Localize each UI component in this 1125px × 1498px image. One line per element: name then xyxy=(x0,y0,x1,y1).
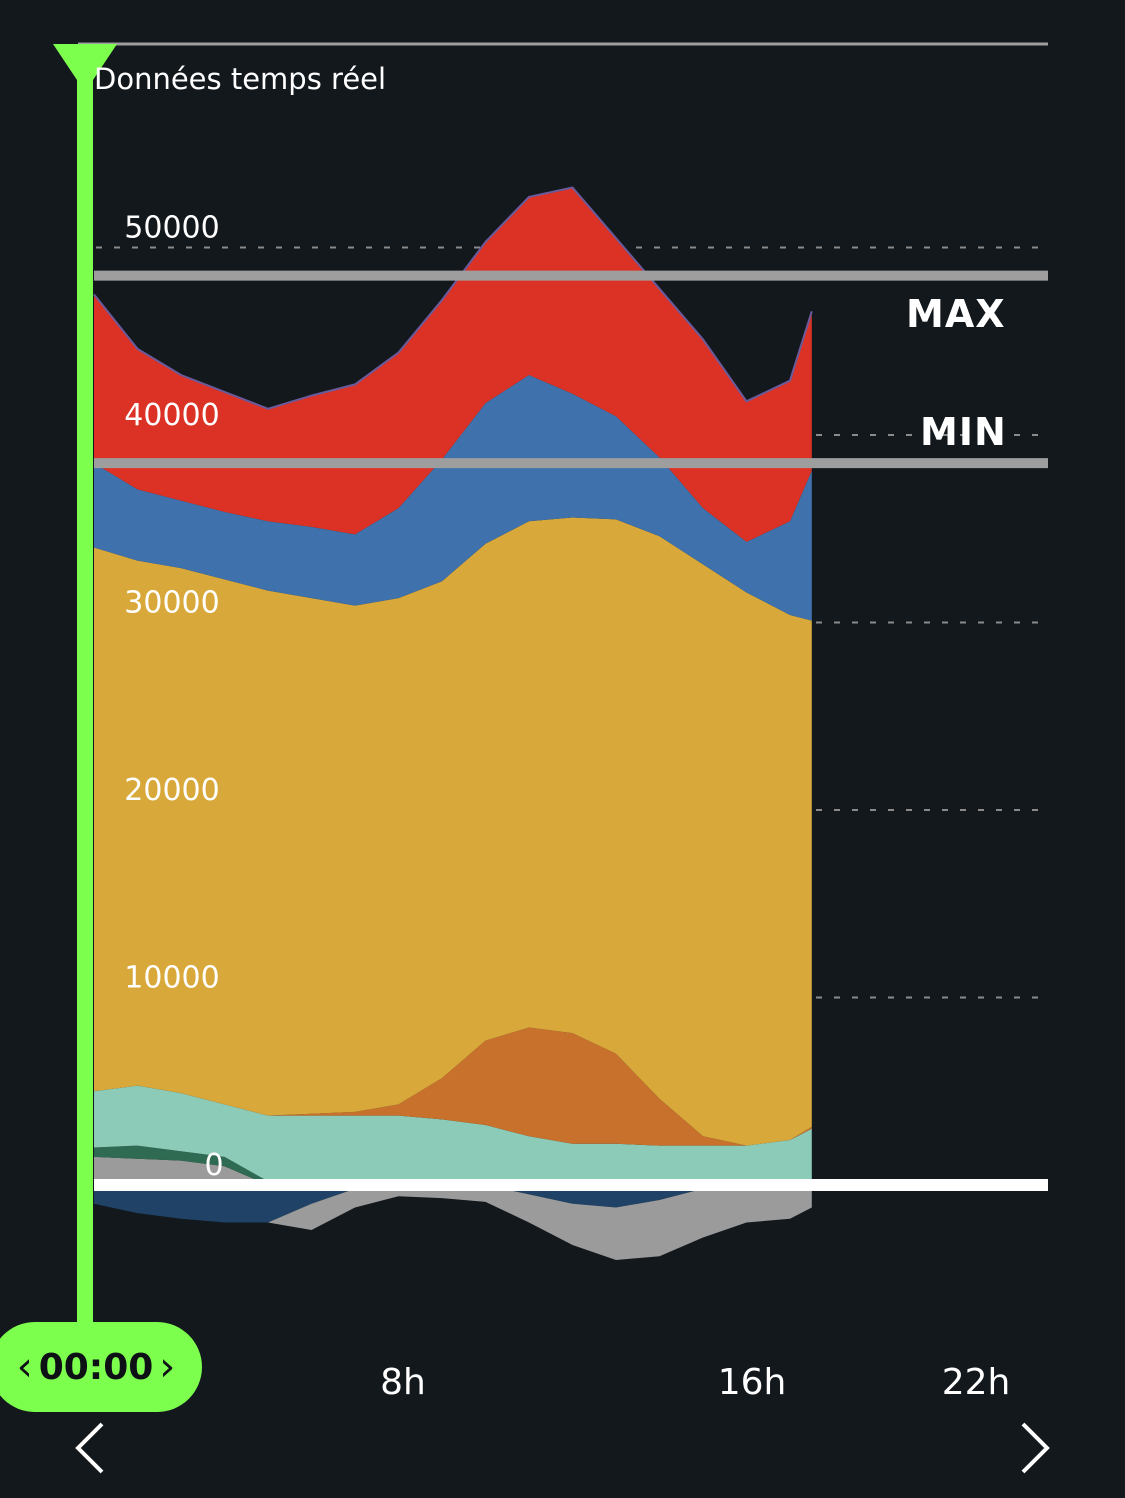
max-label: MAX xyxy=(906,292,1006,336)
chevron-left-icon[interactable] xyxy=(60,1418,120,1478)
x-tick-label-22h: 22h xyxy=(941,1362,1011,1403)
time-cursor-value: 00:00 xyxy=(38,1346,154,1388)
time-prev-chevron-icon[interactable]: ‹ xyxy=(16,1344,33,1390)
y-tick-label-20000: 20000 xyxy=(124,773,219,808)
y-tick-label-40000: 40000 xyxy=(124,398,219,433)
reference-layer xyxy=(94,270,1048,1191)
area-series-5 xyxy=(94,375,812,621)
time-cursor-layer[interactable] xyxy=(53,44,117,1332)
time-cursor-line xyxy=(77,60,93,1332)
negative-area-layer xyxy=(94,1185,812,1260)
negative-area-series-0 xyxy=(94,1185,812,1223)
x-tick-label-8h: 8h xyxy=(380,1362,426,1403)
y-tick-layer: 0 10000 20000 30000 40000 50000 xyxy=(124,211,223,1184)
time-cursor-pill[interactable]: ‹ 00:00 › xyxy=(0,1322,202,1412)
min-label: MIN xyxy=(920,410,1007,454)
chart-title: Données temps réel xyxy=(94,62,387,96)
area-series-4 xyxy=(94,517,812,1146)
area-series-3 xyxy=(94,1027,812,1146)
time-cursor-marker-icon xyxy=(53,44,117,92)
grid-layer xyxy=(78,42,1048,999)
time-next-chevron-icon[interactable]: › xyxy=(159,1344,176,1390)
y-tick-label-30000: 30000 xyxy=(124,586,219,621)
area-series-1 xyxy=(94,1145,812,1185)
area-series-2 xyxy=(94,1085,812,1182)
y-tick-label-50000: 50000 xyxy=(124,211,219,246)
negative-area-series-1 xyxy=(94,1185,812,1260)
x-tick-label-16h: 16h xyxy=(717,1362,787,1403)
area-layer xyxy=(93,186,813,1185)
y-tick-label-10000: 10000 xyxy=(124,961,219,996)
y-tick-label-0: 0 xyxy=(204,1148,223,1183)
chevron-right-icon[interactable] xyxy=(1005,1418,1065,1478)
